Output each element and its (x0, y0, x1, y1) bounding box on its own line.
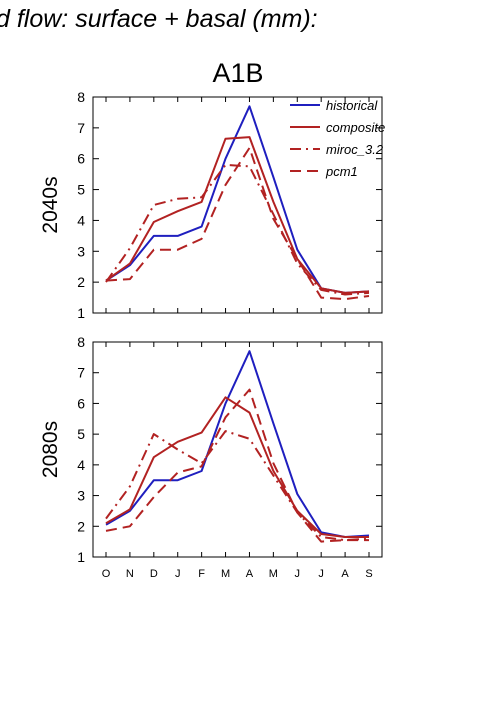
legend-label: pcm1 (325, 164, 358, 179)
y-tick-label: 8 (77, 334, 85, 350)
series-line-pcm1 (105, 146, 370, 301)
x-tick-label: J (175, 568, 181, 580)
legend-label: miroc_3.2 (326, 142, 384, 157)
series-line-miroc-3-2 (105, 163, 370, 296)
x-tick-label: N (126, 568, 134, 580)
panel-row-label: 2040s (39, 176, 62, 233)
chart-panels: 1 2 3 4 5 6 7 8 2040s historical composite miroc_3.… (39, 89, 385, 580)
y-tick-label: 4 (77, 457, 85, 473)
panel-row-label: 2080s (39, 421, 62, 478)
legend-label: historical (326, 98, 378, 113)
x-tick-label: A (246, 568, 254, 580)
y-tick-label: 5 (77, 426, 85, 442)
x-tick-label: M (269, 568, 278, 580)
y-tick-label: 7 (77, 120, 85, 136)
series-line-historical (105, 350, 370, 538)
series-line-composite (105, 396, 369, 538)
y-tick-label: 7 (77, 365, 85, 381)
series-line-pcm1 (105, 388, 369, 543)
y-tick-label: 4 (77, 212, 85, 228)
y-tick-label: 6 (77, 151, 85, 167)
x-tick-label: F (198, 568, 205, 580)
series-line-miroc-3-2 (105, 430, 370, 542)
panel-2080s: 1 2 3 4 5 6 7 8 O N D J F M A M J J A S 2080s (39, 334, 383, 580)
y-tick-label: 8 (77, 89, 85, 105)
x-tick-label: O (102, 568, 111, 580)
x-tick-label: M (221, 568, 230, 580)
series-line-composite (105, 136, 370, 294)
figure-header: d flow: surface + basal (mm): (0, 5, 318, 33)
plot-frame (92, 96, 383, 314)
x-tick-label: J (318, 568, 324, 580)
panel-2040s: 1 2 3 4 5 6 7 8 2040s historical composite miroc_3.… (39, 89, 385, 321)
scenario-title: A1B (212, 58, 263, 88)
y-tick-label: 2 (77, 518, 85, 534)
x-tick-label: A (341, 568, 349, 580)
legend-label: composite (326, 120, 385, 135)
y-tick-label: 3 (77, 243, 85, 259)
y-tick-label: 2 (77, 274, 85, 290)
y-tick-label: 3 (77, 488, 85, 504)
x-tick-label: D (150, 568, 158, 580)
y-tick-label: 6 (77, 395, 85, 411)
y-tick-label: 1 (77, 549, 85, 565)
legend: historical composite miroc_3.2 pcm1 (290, 98, 385, 179)
x-tick-label: S (365, 568, 372, 580)
x-tick-label: J (295, 568, 301, 580)
y-tick-label: 5 (77, 182, 85, 198)
plot-frame (92, 341, 383, 558)
y-tick-label: 1 (77, 305, 85, 321)
